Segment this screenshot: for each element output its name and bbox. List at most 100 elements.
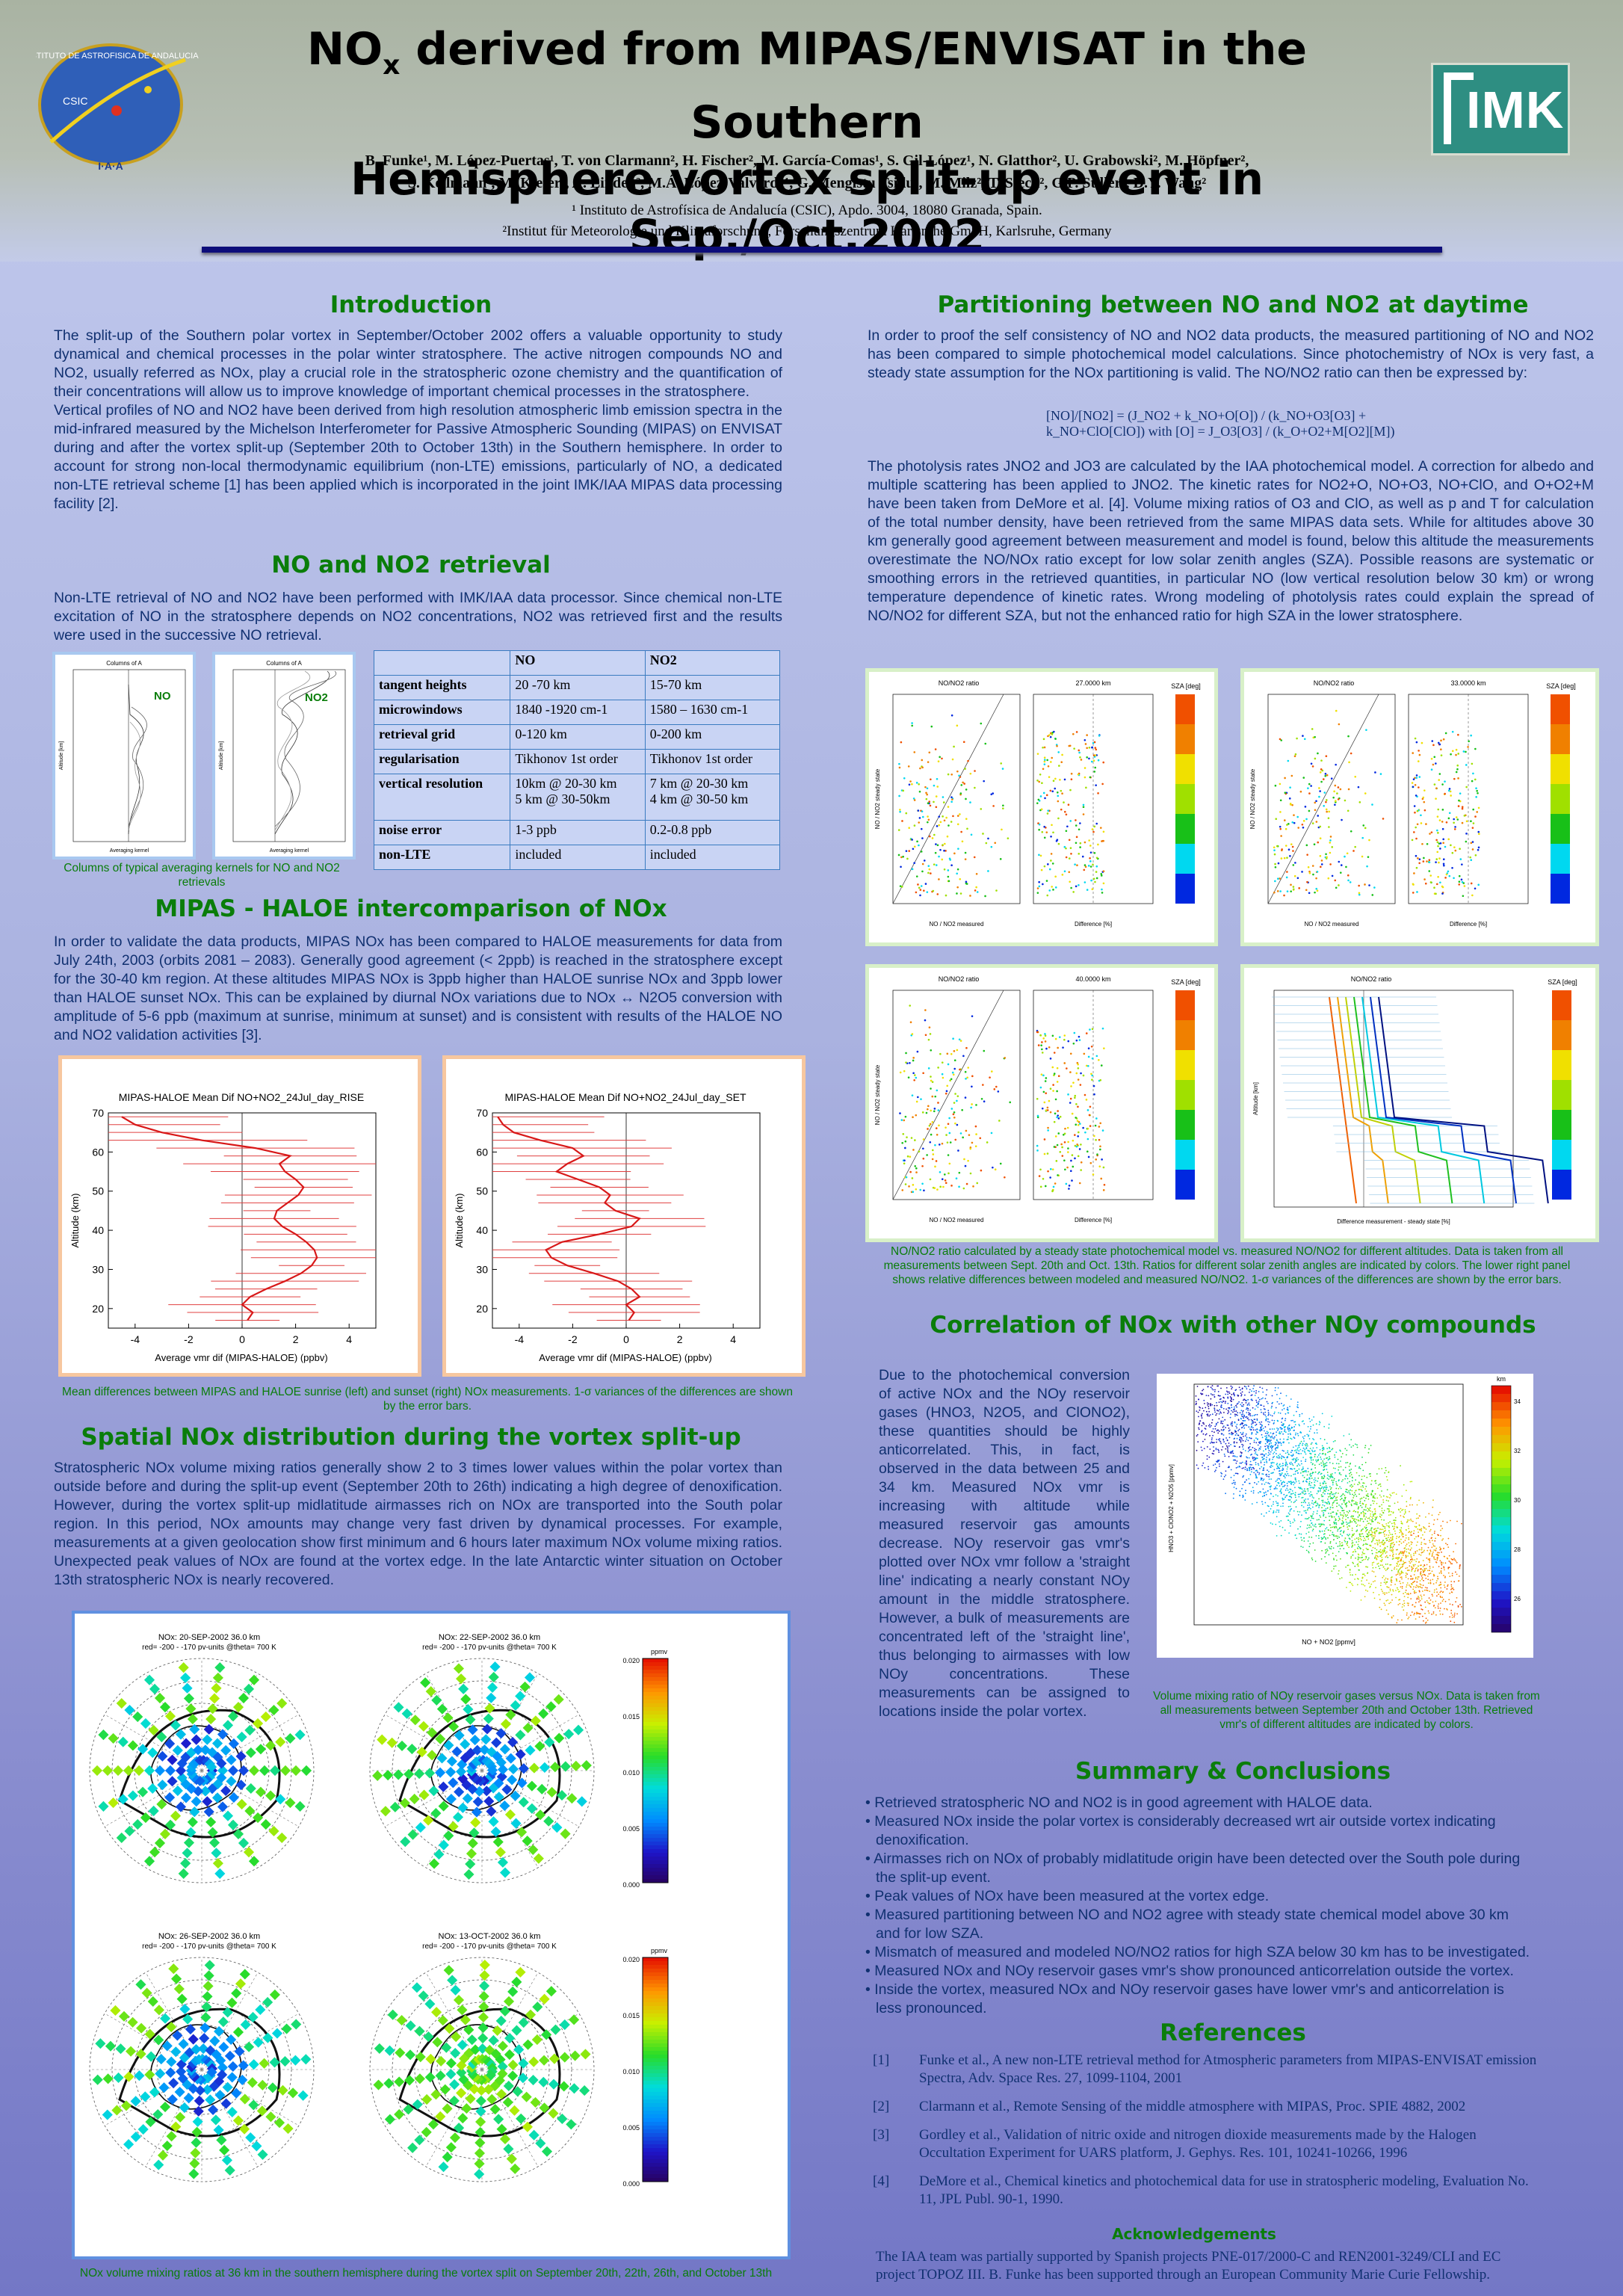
header-band (0, 0, 1623, 262)
vmr-point (1269, 1458, 1270, 1460)
vmr-point (1268, 1436, 1270, 1438)
ratio-point (947, 1172, 950, 1175)
difference-point (1088, 757, 1090, 760)
ratio-point (1368, 839, 1370, 842)
vmr-point (1284, 1529, 1286, 1531)
difference-point (1474, 887, 1477, 890)
ratio-point (1325, 853, 1327, 856)
ratio-point (912, 848, 915, 851)
vmr-point (1442, 1562, 1444, 1564)
vmr-point (1382, 1543, 1383, 1545)
ratio-point (1312, 873, 1314, 876)
vmr-point (1273, 1453, 1274, 1454)
vmr-point (1319, 1448, 1321, 1451)
vmr-point (1391, 1540, 1393, 1542)
vmr-point (1288, 1532, 1290, 1534)
vmr-point (1314, 1479, 1317, 1481)
vmr-point (1437, 1607, 1439, 1609)
vmr-point (1415, 1568, 1417, 1570)
vmr-point (1241, 1402, 1243, 1404)
vmr-point (1302, 1468, 1304, 1469)
ratio-point (912, 797, 915, 800)
ratio-point (971, 1075, 974, 1078)
difference-point (1052, 889, 1054, 891)
ratio-point (915, 782, 918, 784)
vmr-point (1322, 1449, 1323, 1451)
difference-point (1416, 823, 1419, 826)
vmr-point (1292, 1419, 1293, 1422)
difference-point (1039, 1185, 1042, 1188)
nox-measurement (209, 2035, 220, 2046)
nox-measurement (507, 1986, 519, 1997)
vmr-point (1388, 1505, 1390, 1507)
vmr-point (1220, 1422, 1222, 1424)
ratio-point (1280, 739, 1283, 741)
ratio-point (900, 865, 902, 868)
difference-point (1051, 1189, 1054, 1191)
nox-measurement (160, 2013, 171, 2024)
vmr-point (1450, 1588, 1452, 1590)
vmr-point (1229, 1396, 1231, 1398)
difference-point (1067, 1141, 1069, 1144)
vmr-point (1416, 1550, 1418, 1552)
vmr-point (1420, 1541, 1423, 1543)
vmr-point (1402, 1565, 1404, 1567)
nox-measurement (208, 1693, 220, 1704)
nox-measurement (453, 1663, 465, 1674)
difference-point (1420, 814, 1422, 817)
vmr-point (1352, 1554, 1354, 1556)
vmr-point (1281, 1484, 1283, 1485)
vmr-point (1416, 1513, 1418, 1515)
vmr-point (1294, 1534, 1296, 1537)
nox-measurement (251, 2141, 262, 2152)
vmr-point (1267, 1451, 1270, 1454)
vmr-point (1376, 1563, 1379, 1565)
nox-measurement (202, 1734, 213, 1745)
vmr-point (1423, 1551, 1425, 1553)
difference-point (1064, 1168, 1066, 1171)
difference-point (1046, 1152, 1049, 1155)
nox-measurement (170, 1810, 182, 1821)
vmr-point (1227, 1393, 1229, 1395)
nox-measurement (462, 1793, 473, 1804)
sza-color (1551, 754, 1570, 784)
nox-measurement (544, 1736, 555, 1748)
vmr-point (1439, 1613, 1441, 1615)
nox-measurement (140, 2091, 151, 2102)
difference-point (1435, 797, 1437, 800)
ratio-point (945, 1134, 947, 1136)
nox-measurement (137, 2123, 149, 2135)
vmr-point (1233, 1482, 1234, 1484)
vmr-point (1358, 1475, 1360, 1477)
vmr-point (1418, 1517, 1419, 1519)
vmr-point (1366, 1543, 1368, 1546)
nox-measurement (383, 1770, 394, 1781)
vmr-point (1380, 1496, 1382, 1498)
ratio-point (1324, 774, 1327, 777)
difference-point (1054, 886, 1057, 889)
vmr-point (1240, 1389, 1241, 1391)
nox-measurement (175, 1729, 187, 1740)
ratio-point (1329, 836, 1332, 838)
vmr-point (1440, 1525, 1442, 1527)
vmr-point (1432, 1506, 1434, 1508)
vmr-point (1213, 1464, 1214, 1466)
difference-point (1438, 819, 1441, 821)
vmr-point (1416, 1597, 1418, 1599)
vmr-point (1231, 1482, 1233, 1484)
ratio-point (913, 1074, 916, 1076)
vmr-point (1342, 1515, 1344, 1517)
ratio-point (935, 843, 937, 845)
vmr-point (1399, 1552, 1400, 1555)
ratio-point (1287, 823, 1290, 825)
vmr-point (1252, 1490, 1255, 1492)
vmr-point (1229, 1400, 1231, 1401)
difference-point (1442, 858, 1445, 861)
difference-point (1429, 833, 1431, 835)
vmr-point (1371, 1534, 1373, 1536)
nox-measurement (488, 1816, 499, 1827)
nox-measurement (200, 2022, 211, 2034)
vmr-point (1314, 1456, 1316, 1457)
vmr-point (1343, 1435, 1345, 1436)
difference-point (1072, 1042, 1075, 1045)
